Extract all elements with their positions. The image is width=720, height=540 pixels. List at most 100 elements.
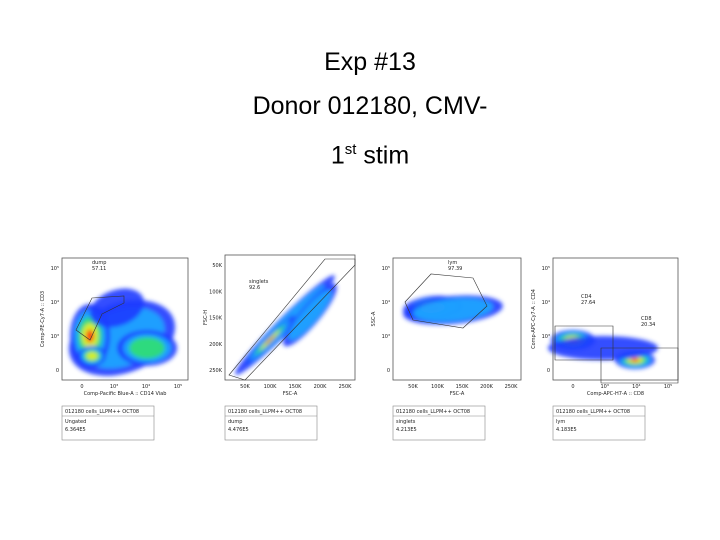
x-tick-label: 200K: [314, 384, 328, 390]
y-tick-label: 100K: [209, 289, 223, 295]
gate-label: CD8: [641, 316, 652, 322]
y-tick-label: 150K: [209, 316, 223, 322]
info-frame: [61, 405, 155, 441]
x-axis-label: Comp-APC-H7-A :: CD8: [587, 391, 644, 397]
x-tick-label: 10³: [600, 384, 608, 390]
x-tick-label: 250K: [505, 384, 519, 390]
info-box: 012180 cells_LLPM++ OCT08 dump 4.476E5: [224, 405, 318, 441]
x-tick-label: 10⁵: [174, 384, 182, 390]
gate: [404, 273, 488, 329]
x-tick-label: 0: [80, 384, 83, 390]
y-tick-label: 10⁴: [382, 300, 390, 306]
info-box: 012180 cells_LLPM++ OCT08 lym 4.183E5: [552, 405, 646, 441]
info-text: 6.364E5: [65, 427, 86, 433]
density: [235, 275, 337, 375]
density: [68, 288, 177, 376]
info-frame: [552, 405, 646, 441]
y-tick-label: 0: [56, 368, 59, 374]
gate-value: 97.39: [448, 266, 462, 272]
y-tick-label: 50K: [212, 263, 222, 269]
x-tick-label: 200K: [480, 384, 494, 390]
title-line: 1st stim: [0, 128, 720, 177]
plot-frame: [224, 254, 356, 381]
y-tick-label: 250K: [209, 368, 223, 374]
x-tick-label: 50K: [240, 384, 250, 390]
density-blob: [265, 335, 275, 345]
info-frame: [224, 405, 318, 441]
plot-frame: [61, 257, 189, 381]
x-tick-label: 250K: [339, 384, 353, 390]
density-blob: [89, 288, 145, 328]
info-text: 012180 cells_LLPM++ OCT08: [228, 409, 302, 415]
info-box: 012180 cells_LLPM++ OCT08 singlets 4.213E5: [392, 405, 486, 441]
y-tick-label: 10⁵: [382, 266, 390, 272]
gate-value: 92.6: [249, 285, 260, 291]
info-text: dump: [228, 419, 242, 425]
plot-frame: [552, 257, 679, 381]
gate: [600, 347, 679, 384]
gate-label: dump: [92, 260, 106, 266]
y-tick-label: 0: [387, 368, 390, 374]
density-blob: [413, 298, 493, 322]
x-axis-label: Comp-Pacific Blue-A :: CD14 Viab: [84, 391, 167, 397]
x-tick-label: 10³: [110, 384, 118, 390]
x-tick-label: 50K: [408, 384, 418, 390]
gate-label: CD4: [581, 294, 592, 300]
title-text: stim: [356, 141, 410, 170]
x-tick-label: 10⁴: [632, 384, 640, 390]
density: [403, 295, 503, 325]
info-text: 012180 cells_LLPM++ OCT08: [556, 409, 630, 415]
gate-value: 20.34: [641, 322, 655, 328]
gate: [75, 295, 125, 341]
y-tick-label: 10³: [51, 334, 59, 340]
x-tick-label: 150K: [289, 384, 303, 390]
info-box: 012180 cells_LLPM++ OCT08 Ungated 6.364E5: [61, 405, 155, 441]
gate-label: singlets: [249, 279, 269, 285]
x-tick-label: 0: [571, 384, 574, 390]
title-text: 1: [330, 141, 345, 170]
gate-value: 57.11: [92, 266, 106, 272]
title-line: Donor 012180, CMV-: [252, 92, 488, 120]
info-text: 4.183E5: [556, 427, 577, 433]
x-tick-label: 10⁵: [664, 384, 672, 390]
density: [548, 330, 658, 369]
slide-title: Exp #13 Donor 012180, CMV- 1st stim: [0, 40, 720, 177]
density-blob: [86, 352, 98, 360]
x-tick-label: 100K: [431, 384, 445, 390]
y-axis-label: FSC-H: [203, 310, 209, 325]
info-text: 4.213E5: [396, 427, 417, 433]
y-tick-label: 10⁴: [51, 300, 59, 306]
y-axis-label: Comp-PE-Cy7-A :: CD3: [40, 291, 46, 347]
y-tick-label: 10⁵: [51, 266, 59, 272]
y-axis-label: Comp-APC-Cy7-A :: CD4: [531, 289, 537, 349]
x-axis-label: FSC-A: [450, 391, 465, 397]
y-tick-label: 10³: [542, 334, 550, 340]
y-tick-label: 10⁴: [542, 300, 550, 306]
gate-label: lym: [448, 260, 457, 266]
gate: [554, 325, 614, 361]
density-blob: [129, 337, 165, 359]
info-text: singlets: [396, 419, 416, 425]
x-axis-label: FSC-A: [283, 391, 298, 397]
y-tick-label: 10⁵: [542, 266, 550, 272]
plot-frame: [392, 257, 522, 381]
info-text: 4.476E5: [228, 427, 249, 433]
density-blob: [86, 329, 94, 343]
info-frame: [392, 405, 486, 441]
x-tick-label: 100K: [264, 384, 278, 390]
info-text: Ungated: [65, 419, 86, 425]
x-tick-label: 150K: [456, 384, 470, 390]
y-tick-label: 10³: [382, 334, 390, 340]
density-blob: [288, 289, 332, 341]
gate-value: 27.64: [581, 300, 595, 306]
info-text: 012180 cells_LLPM++ OCT08: [396, 409, 470, 415]
title-sup: st: [344, 141, 357, 158]
gate: [228, 258, 356, 381]
info-text: lym: [556, 419, 565, 425]
y-tick-label: 0: [547, 368, 550, 374]
density-blob: [631, 358, 639, 362]
